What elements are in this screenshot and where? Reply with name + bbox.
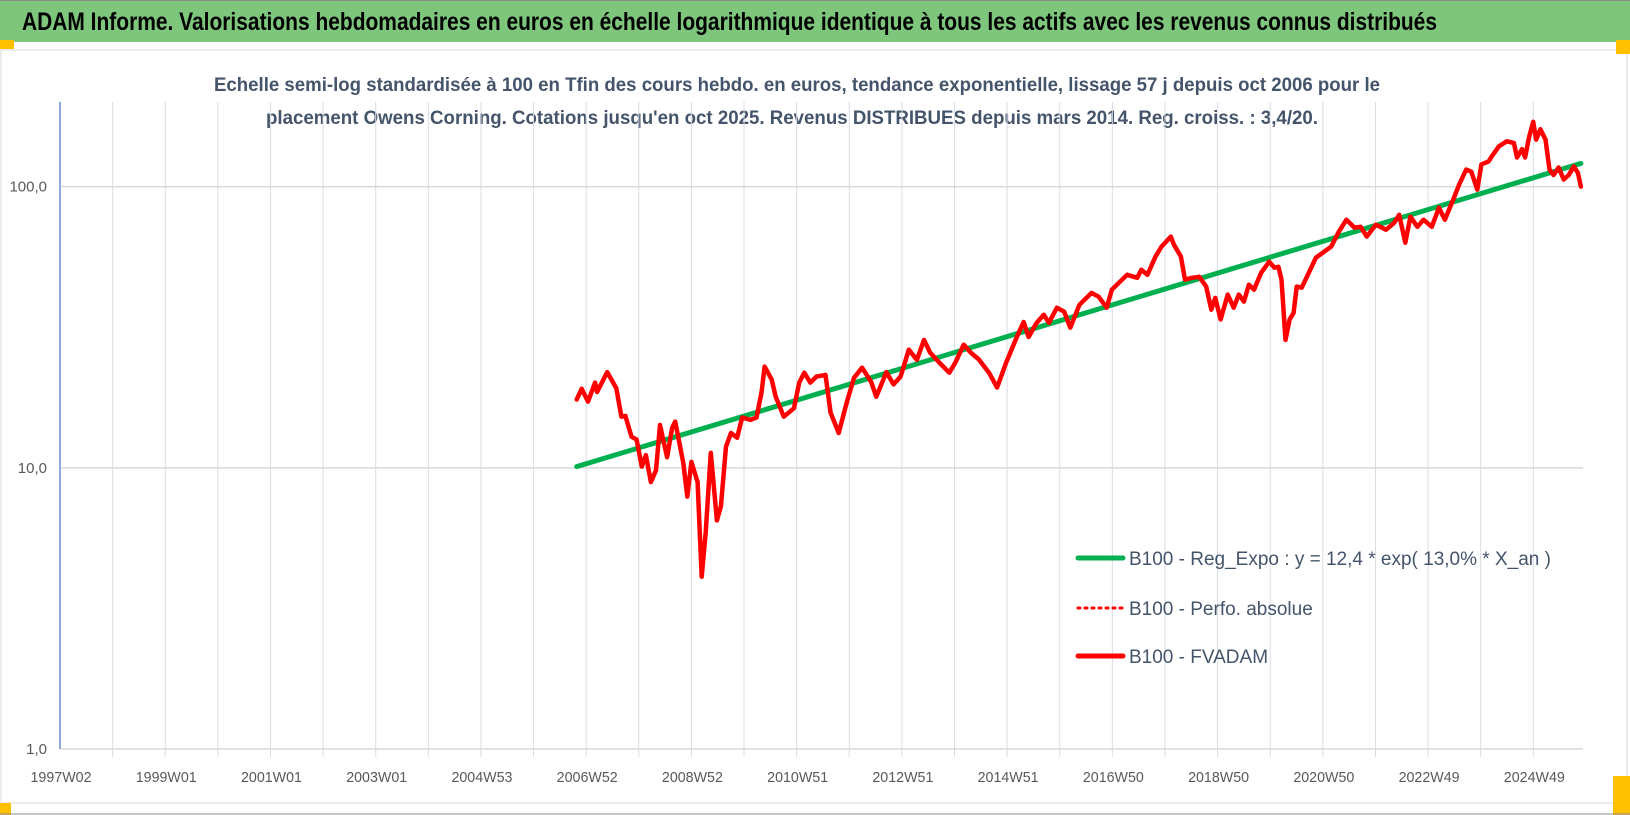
legend: B100 - Reg_Expo : y = 12,4 * exp( 13,0% … (1075, 549, 1551, 668)
selection-handle-top-left[interactable] (0, 40, 14, 49)
chart-title-line-2: placement Owens Corning. Cotations jusqu… (266, 108, 1318, 129)
legend-label-trend: B100 - Reg_Expo : y = 12,4 * exp( 13,0% … (1129, 549, 1551, 570)
legend-item-fvadam[interactable]: B100 - FVADAM (1075, 647, 1268, 668)
axes: 1997W02 1999W01 2001W01 2003W01 2004W53 2006W… (9, 102, 1565, 786)
y-tick-label: 100,0 (9, 179, 47, 196)
x-tick-label: 2014W51 (978, 769, 1039, 786)
y-tick-label: 10,0 (18, 460, 47, 477)
selection-handle-top-right[interactable] (1616, 40, 1630, 54)
y-tick-label: 1,0 (26, 741, 47, 758)
x-tick-label: 2004W53 (451, 769, 512, 786)
selection-handle-bottom-left[interactable] (0, 803, 11, 815)
fvadam-line (574, 119, 1584, 579)
x-tick-label: 2018W50 (1188, 769, 1249, 786)
plot-series (574, 119, 1584, 579)
selection-handle-bottom-right[interactable] (1613, 776, 1630, 815)
x-tick-label: 1997W02 (31, 769, 92, 786)
x-tick-label: 2016W50 (1083, 769, 1144, 786)
x-tick-label: 2006W52 (557, 769, 618, 786)
chart-title-line-1: Echelle semi-log standardisée à 100 en T… (214, 75, 1380, 96)
x-tick-label: 2010W51 (767, 769, 828, 786)
x-tick-label: 2008W52 (662, 769, 723, 786)
legend-label-fvadam: B100 - FVADAM (1129, 647, 1268, 668)
x-tick-label: 2022W49 (1399, 769, 1460, 786)
legend-item-perfo-absolue[interactable]: B100 - Perfo. absolue (1076, 599, 1313, 620)
legend-label-perfo-absolue: B100 - Perfo. absolue (1129, 599, 1313, 620)
chart-area[interactable] (0, 49, 1628, 804)
legend-item-trend[interactable]: B100 - Reg_Expo : y = 12,4 * exp( 13,0% … (1075, 549, 1551, 570)
x-tick-label: 2001W01 (241, 769, 302, 786)
x-tick-label: 2020W50 (1293, 769, 1354, 786)
x-tick-label: 1999W01 (136, 769, 197, 786)
header-band (0, 0, 1630, 42)
x-tick-label: 2003W01 (346, 769, 407, 786)
header-title: ADAM Informe. Valorisations hebdomadaire… (22, 8, 1437, 36)
gridlines (60, 102, 1583, 757)
x-tick-label: 2024W49 (1504, 769, 1565, 786)
x-tick-label: 2012W51 (872, 769, 933, 786)
